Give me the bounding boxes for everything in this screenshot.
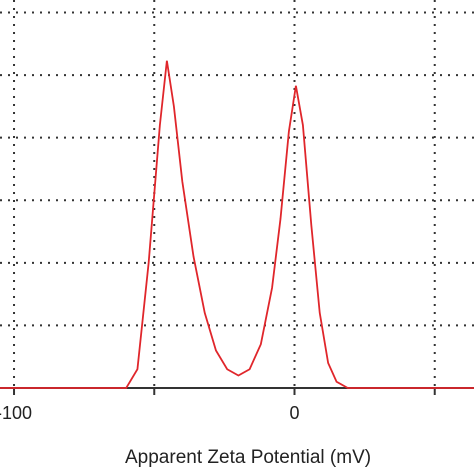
x-tick-label: -100 [0, 403, 32, 423]
x-tick-label: 0 [289, 403, 299, 423]
x-axis-title: Apparent Zeta Potential (mV) [125, 447, 371, 468]
data-line [0, 60, 474, 389]
